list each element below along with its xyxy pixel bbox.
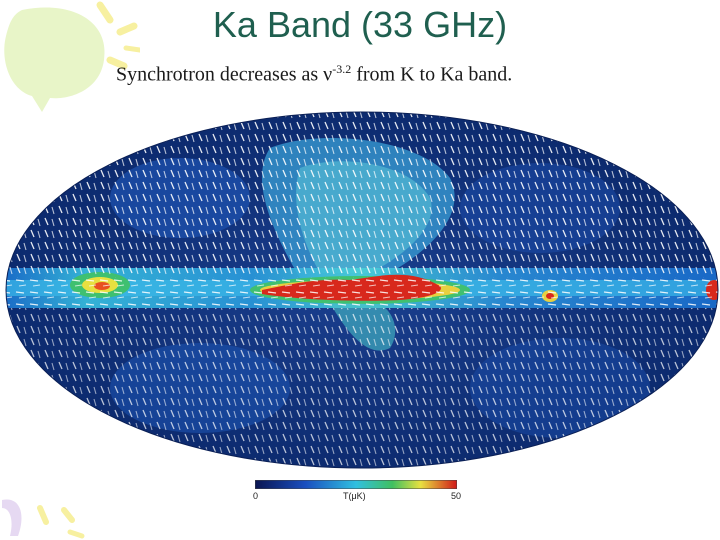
top-left-decoration (4, 1, 140, 112)
bottom-left-decoration (2, 499, 85, 539)
sky-map-image (5, 111, 719, 469)
subtitle-text-before: Synchrotron decreases as (116, 63, 324, 86)
slide-subtitle: Synchrotron decreases as ν-3.2 from K to… (116, 62, 512, 87)
exponent: -3.2 (332, 62, 352, 76)
nu-symbol: ν (323, 63, 333, 86)
subtitle-text-after: from K to Ka band. (351, 63, 513, 86)
colorbar-min-label: 0 (253, 491, 259, 501)
slide-title: Ka Band (33 GHz) (212, 4, 508, 45)
colorbar-max-label: 50 (451, 491, 462, 501)
temperature-colorbar (255, 480, 457, 489)
colorbar-unit-label: T(μK) (343, 491, 366, 501)
